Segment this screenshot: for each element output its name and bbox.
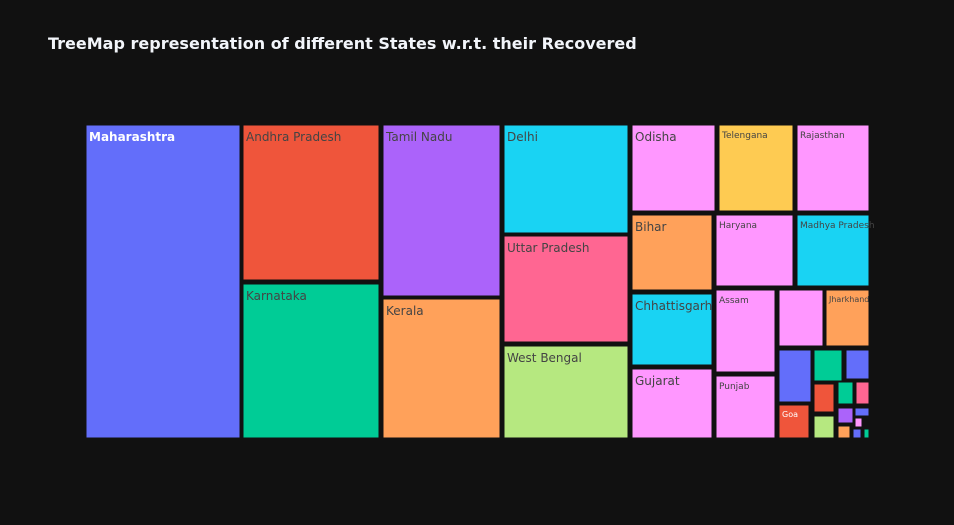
tile-label-tamil-nadu: Tamil Nadu — [385, 130, 452, 144]
tile-small-31[interactable] — [837, 425, 851, 439]
tile-gujarat[interactable] — [631, 368, 713, 439]
tile-tamil-nadu[interactable] — [382, 124, 501, 297]
tile-label-jharkhand: Jharkhand — [828, 295, 869, 304]
tile-label-punjab: Punjab — [719, 382, 750, 392]
chart-title: TreeMap representation of different Stat… — [48, 34, 637, 53]
tile-goa[interactable] — [778, 404, 810, 439]
tile-small-28[interactable] — [837, 407, 854, 424]
tile-small-22[interactable] — [845, 349, 870, 380]
tile-small-21[interactable] — [813, 349, 843, 382]
tile-small-32[interactable] — [852, 428, 862, 439]
tile-label-kerala: Kerala — [386, 304, 424, 318]
tile-maharashtra[interactable] — [85, 124, 241, 439]
tile-uttar-pradesh[interactable] — [503, 235, 629, 343]
tile-small-27[interactable] — [813, 415, 835, 439]
tile-small-30[interactable] — [854, 417, 863, 428]
tile-madhya-pradesh[interactable] — [796, 214, 870, 287]
tile-telengana[interactable] — [718, 124, 794, 212]
tile-jharkhand[interactable] — [825, 289, 870, 347]
tile-label-andhra-pradesh: Andhra Pradesh — [246, 130, 341, 144]
tile-label-odisha: Odisha — [635, 130, 677, 144]
tile-bihar[interactable] — [631, 214, 713, 291]
tile-small-33[interactable] — [863, 428, 870, 439]
tile-rajasthan[interactable] — [796, 124, 870, 212]
tile-small-18[interactable] — [778, 289, 824, 347]
tile-label-assam: Assam — [719, 296, 749, 306]
tile-andhra-pradesh[interactable] — [242, 124, 380, 281]
tile-chhattisgarh[interactable] — [631, 293, 713, 366]
tile-label-rajasthan: Rajasthan — [800, 131, 845, 141]
tile-label-haryana: Haryana — [719, 221, 757, 231]
tile-small-20[interactable] — [778, 349, 812, 403]
tile-label-west-bengal: West Bengal — [507, 351, 582, 365]
tile-label-goa: Goa — [782, 410, 798, 419]
tile-assam[interactable] — [715, 289, 776, 373]
tile-label-delhi: Delhi — [507, 130, 538, 144]
tile-label-bihar: Bihar — [635, 220, 667, 234]
tile-west-bengal[interactable] — [503, 345, 629, 439]
tile-label-chhattisgarh: Chhattisgarh — [635, 299, 712, 313]
tile-small-24[interactable] — [813, 383, 835, 413]
tile-label-madhya-pradesh: Madhya Pradesh — [800, 221, 875, 231]
tile-small-25[interactable] — [837, 381, 854, 405]
tile-small-26[interactable] — [855, 381, 870, 405]
tile-punjab[interactable] — [715, 375, 776, 439]
tile-small-29[interactable] — [854, 407, 870, 417]
tile-label-uttar-pradesh: Uttar Pradesh — [507, 241, 589, 255]
tile-kerala[interactable] — [382, 298, 501, 439]
tile-label-karnataka: Karnataka — [246, 289, 307, 303]
tile-odisha[interactable] — [631, 124, 716, 212]
tile-karnataka[interactable] — [242, 283, 380, 439]
tile-haryana[interactable] — [715, 214, 794, 287]
tile-label-telengana: Telengana — [721, 131, 768, 141]
tile-label-maharashtra: Maharashtra — [89, 130, 175, 144]
tile-label-gujarat: Gujarat — [635, 374, 680, 388]
tile-delhi[interactable] — [503, 124, 629, 234]
